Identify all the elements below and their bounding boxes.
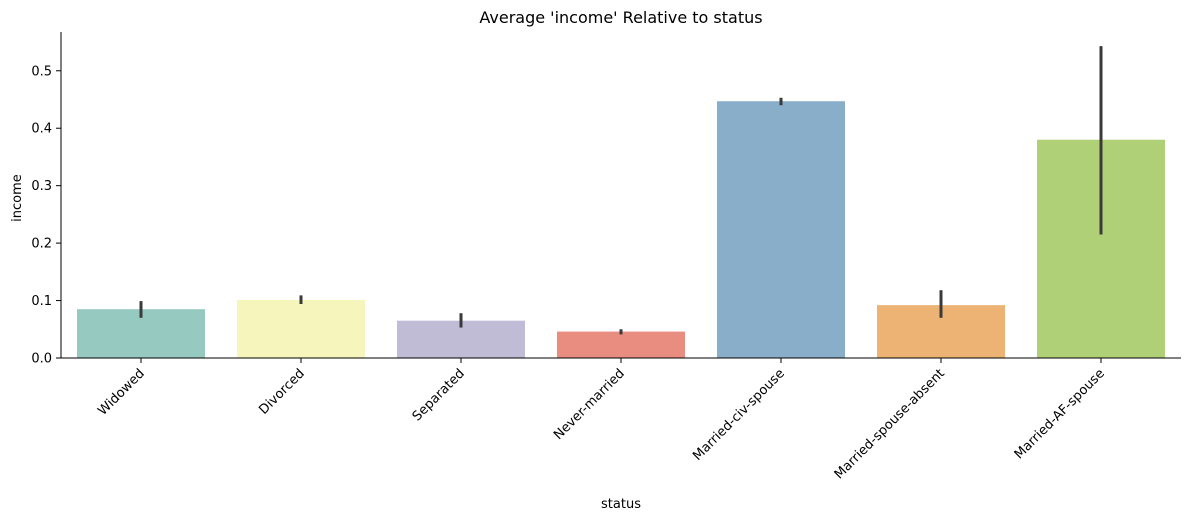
bar-4: [717, 101, 845, 359]
x-tick-label-4: Married-civ-spouse: [690, 366, 788, 464]
y-tick-label-0: 0.0: [31, 352, 52, 367]
y-tick-label-3: 0.3: [31, 179, 52, 194]
x-tick-label-3: Never-married: [551, 366, 628, 443]
y-tick-label-1: 0.1: [31, 294, 52, 309]
error-bars-group: [139, 46, 1103, 335]
bars-group: [77, 101, 1165, 359]
y-axis-label: income: [10, 174, 25, 222]
x-tick-label-0: Widowed: [95, 366, 148, 419]
y-tick-label-5: 0.5: [31, 64, 52, 79]
y-tick-label-2: 0.2: [31, 237, 52, 252]
x-tick-label-5: Married-spouse-absent: [832, 366, 948, 482]
x-tick-label-2: Separated: [410, 366, 468, 424]
chart-title: Average 'income' Relative to status: [479, 8, 762, 27]
x-tick-label-6: Married-AF-spouse: [1012, 366, 1108, 462]
x-axis-label: status: [601, 497, 641, 512]
x-ticks-group: Widowed Divorced Separated Never-married Mar…: [95, 358, 1108, 482]
bar-3: [557, 331, 685, 358]
y-tick-label-4: 0.4: [31, 122, 52, 137]
y-ticks-group: 0.0 0.1 0.2 0.3 0.4 0.5: [31, 64, 61, 367]
bar-1: [237, 299, 365, 358]
x-tick-label-1: Divorced: [256, 366, 307, 417]
